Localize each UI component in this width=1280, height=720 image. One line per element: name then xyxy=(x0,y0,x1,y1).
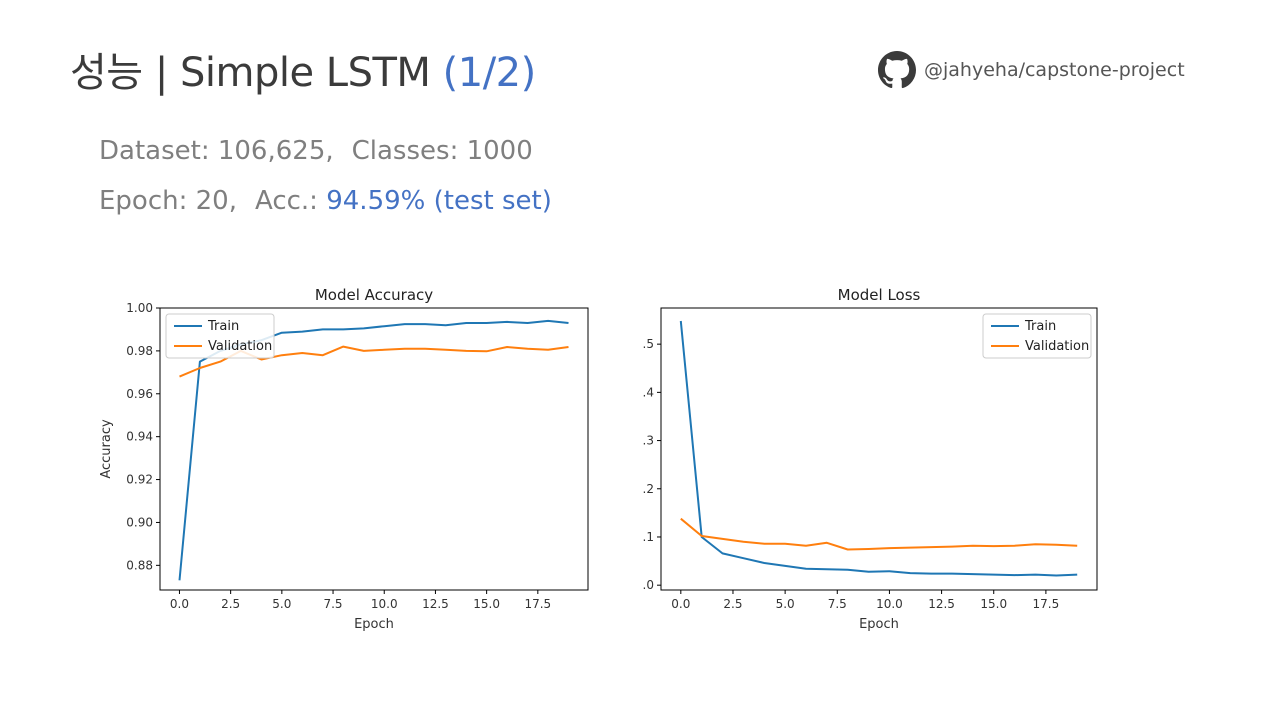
y-tick-label: .3 xyxy=(643,434,654,448)
y-tick-label: .0 xyxy=(643,578,654,592)
y-tick-label: .2 xyxy=(643,482,654,496)
legend-label: Validation xyxy=(1025,339,1089,354)
accuracy-value: 94.59% (test set) xyxy=(326,186,552,216)
slide-title: 성능 | Simple LSTM (1/2) xyxy=(70,40,536,98)
y-axis-label: Accuracy xyxy=(99,419,114,479)
epoch-count: Epoch: 20, xyxy=(99,186,237,216)
x-tick-label: 2.5 xyxy=(723,597,742,611)
chart-legend: Train Validation xyxy=(165,313,275,359)
x-tick-label: 10.0 xyxy=(876,597,903,611)
plot-frame xyxy=(159,307,589,591)
repo-link[interactable]: @jahyeha/capstone-project xyxy=(878,50,1185,90)
x-tick-label: 0.0 xyxy=(671,597,690,611)
accuracy-label: Acc.: xyxy=(255,186,327,216)
x-tick-label: 17.5 xyxy=(524,597,551,611)
x-tick-label: 2.5 xyxy=(221,597,240,611)
classes-count: Classes: 1000 xyxy=(351,136,533,166)
accuracy-chart: Model Accuracy 0.0 2.5 5.0 7.5 10.0 12.5 15.0 17… xyxy=(99,286,589,632)
y-tick-label: .5 xyxy=(643,337,654,351)
chart-title: Model Loss xyxy=(838,286,921,304)
x-axis-label: Epoch xyxy=(859,617,899,632)
x-tick-label: 5.0 xyxy=(272,597,291,611)
y-tick-label: 0.90 xyxy=(126,515,153,529)
x-axis-label: Epoch xyxy=(354,617,394,632)
y-tick-label: 0.94 xyxy=(126,430,153,444)
legend-label: Validation xyxy=(208,339,272,354)
legend-label: Train xyxy=(1024,319,1056,334)
x-tick-label: 17.5 xyxy=(1033,597,1060,611)
x-tick-label: 7.5 xyxy=(323,597,342,611)
x-tick-label: 15.0 xyxy=(473,597,500,611)
y-tick-label: 0.98 xyxy=(126,344,153,358)
series-line-validation xyxy=(680,517,1078,551)
legend-label: Train xyxy=(207,319,239,334)
x-tick-label: 10.0 xyxy=(371,597,398,611)
dataset-count: Dataset: 106,625, xyxy=(99,136,334,166)
loss-chart: Model Loss 0.0 2.5 5.0 7.5 10.0 12.5 15.0 17.5 .0… xyxy=(643,286,1098,632)
training-info: Epoch: 20, Acc.: 94.59% (test set) xyxy=(99,186,552,216)
github-icon xyxy=(878,51,916,89)
y-tick-label: 1.00 xyxy=(126,301,153,315)
y-tick-label: .1 xyxy=(643,530,654,544)
dataset-info: Dataset: 106,625, Classes: 1000 xyxy=(99,136,533,166)
chart-legend: Train Validation xyxy=(982,313,1092,359)
slide-title-accent: (1/2) xyxy=(442,50,537,96)
x-tick-label: 5.0 xyxy=(776,597,795,611)
x-tick-label: 7.5 xyxy=(828,597,847,611)
slide-title-main: 성능 | Simple LSTM xyxy=(70,50,443,96)
x-tick-label: 12.5 xyxy=(422,597,449,611)
series-line-train xyxy=(679,320,1078,577)
y-tick-label: 0.92 xyxy=(126,473,153,487)
y-tick-label: 0.96 xyxy=(126,387,153,401)
x-tick-label: 15.0 xyxy=(980,597,1007,611)
plot-frame xyxy=(660,307,1098,591)
x-tick-label: 0.0 xyxy=(170,597,189,611)
chart-title: Model Accuracy xyxy=(315,286,433,304)
y-tick-label: .4 xyxy=(643,385,654,399)
series-line-train xyxy=(178,319,569,581)
repo-label: @jahyeha/capstone-project xyxy=(924,59,1185,81)
y-tick-label: 0.88 xyxy=(126,558,153,572)
x-tick-label: 12.5 xyxy=(928,597,955,611)
